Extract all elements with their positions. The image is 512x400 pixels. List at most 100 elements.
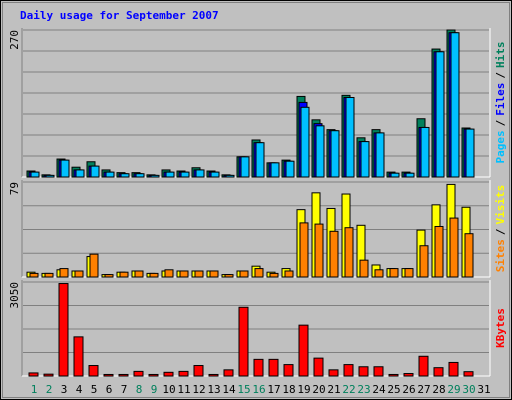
bar [240, 156, 250, 178]
bar [104, 274, 114, 278]
x-tick-label: 22 [342, 383, 355, 396]
bar [150, 174, 160, 178]
bar [270, 162, 280, 178]
bar [120, 173, 130, 178]
x-tick-label: 13 [207, 383, 220, 396]
x-tick-label: 2 [46, 383, 53, 396]
bar [300, 106, 310, 178]
bar [59, 268, 69, 278]
bar [134, 270, 144, 278]
bar [208, 373, 219, 377]
x-tick-label: 19 [297, 383, 310, 396]
bar [60, 159, 70, 178]
x-tick-label: 4 [76, 383, 83, 396]
x-tick-label: 28 [432, 383, 445, 396]
x-tick-label: 21 [327, 383, 340, 396]
bar [135, 173, 145, 178]
bar [75, 169, 85, 178]
bar [253, 358, 264, 377]
y-tick-label: 79 [8, 182, 21, 195]
bar [148, 373, 159, 377]
bar [328, 369, 339, 377]
bar [193, 365, 204, 377]
bar [330, 130, 340, 178]
bar [420, 126, 430, 178]
bar [375, 132, 385, 178]
x-tick-label: 8 [136, 383, 143, 396]
bar [390, 172, 400, 178]
legend-entry: Hits [494, 42, 507, 69]
x-tick-label: 5 [91, 383, 98, 396]
bar [44, 272, 54, 278]
bar [179, 270, 189, 278]
bar [210, 171, 220, 178]
bar [403, 373, 414, 377]
x-tick-label: 6 [106, 383, 113, 396]
bar [418, 355, 429, 377]
bar [163, 371, 174, 377]
x-tick-label: 15 [237, 383, 250, 396]
x-tick-label: 16 [252, 383, 265, 396]
bar [314, 223, 324, 278]
bar [194, 270, 204, 278]
bar [284, 270, 294, 278]
legend-entry: KBytes [494, 308, 507, 348]
bar [74, 270, 84, 278]
legend: KBytes [494, 308, 507, 348]
bar [373, 366, 384, 377]
legend: Sites / Visits [494, 185, 507, 273]
y-tick-label: 3050 [8, 282, 21, 309]
x-tick-label: 10 [162, 383, 175, 396]
bar [389, 268, 399, 278]
x-tick-label: 20 [312, 383, 325, 396]
bar [29, 272, 39, 278]
legend-entry: Visits [494, 185, 507, 225]
bar [195, 169, 205, 178]
bar [358, 366, 369, 377]
bar [285, 160, 295, 178]
bar [315, 125, 325, 178]
bar [73, 336, 84, 377]
bar [433, 367, 444, 377]
x-tick-label: 26 [402, 383, 415, 396]
bar [419, 245, 429, 278]
bar [344, 227, 354, 278]
bar [329, 230, 339, 278]
bar [105, 171, 115, 178]
bar [450, 32, 460, 178]
bar [359, 259, 369, 278]
legend-separator: / [494, 119, 507, 126]
bar [435, 51, 445, 178]
bar [463, 371, 474, 377]
x-tick-label: 24 [372, 383, 386, 396]
x-tick-label: 27 [417, 383, 430, 396]
bar [90, 165, 100, 178]
x-tick-label: 14 [222, 383, 236, 396]
bar [58, 283, 69, 377]
x-tick-label: 3 [61, 383, 68, 396]
panel [22, 180, 490, 277]
bar [465, 128, 475, 178]
bar [448, 361, 459, 377]
bar [255, 142, 265, 178]
legend-entry: Pages [494, 130, 507, 163]
legend-separator: / [494, 72, 507, 79]
bar [30, 171, 40, 178]
bar [224, 274, 234, 278]
x-tick-label: 25 [387, 383, 400, 396]
chart-title: Daily usage for September 2007 [20, 9, 219, 22]
x-tick-label: 12 [192, 383, 205, 396]
bar [360, 141, 370, 178]
bar [238, 306, 249, 377]
bar [404, 268, 414, 278]
bar [269, 272, 279, 278]
bar [118, 373, 129, 377]
bar [119, 271, 129, 278]
bar [225, 174, 235, 178]
legend-separator: / [494, 228, 507, 235]
x-tick-label: 17 [267, 383, 280, 396]
x-tick-label: 11 [177, 383, 190, 396]
bar [299, 222, 309, 278]
